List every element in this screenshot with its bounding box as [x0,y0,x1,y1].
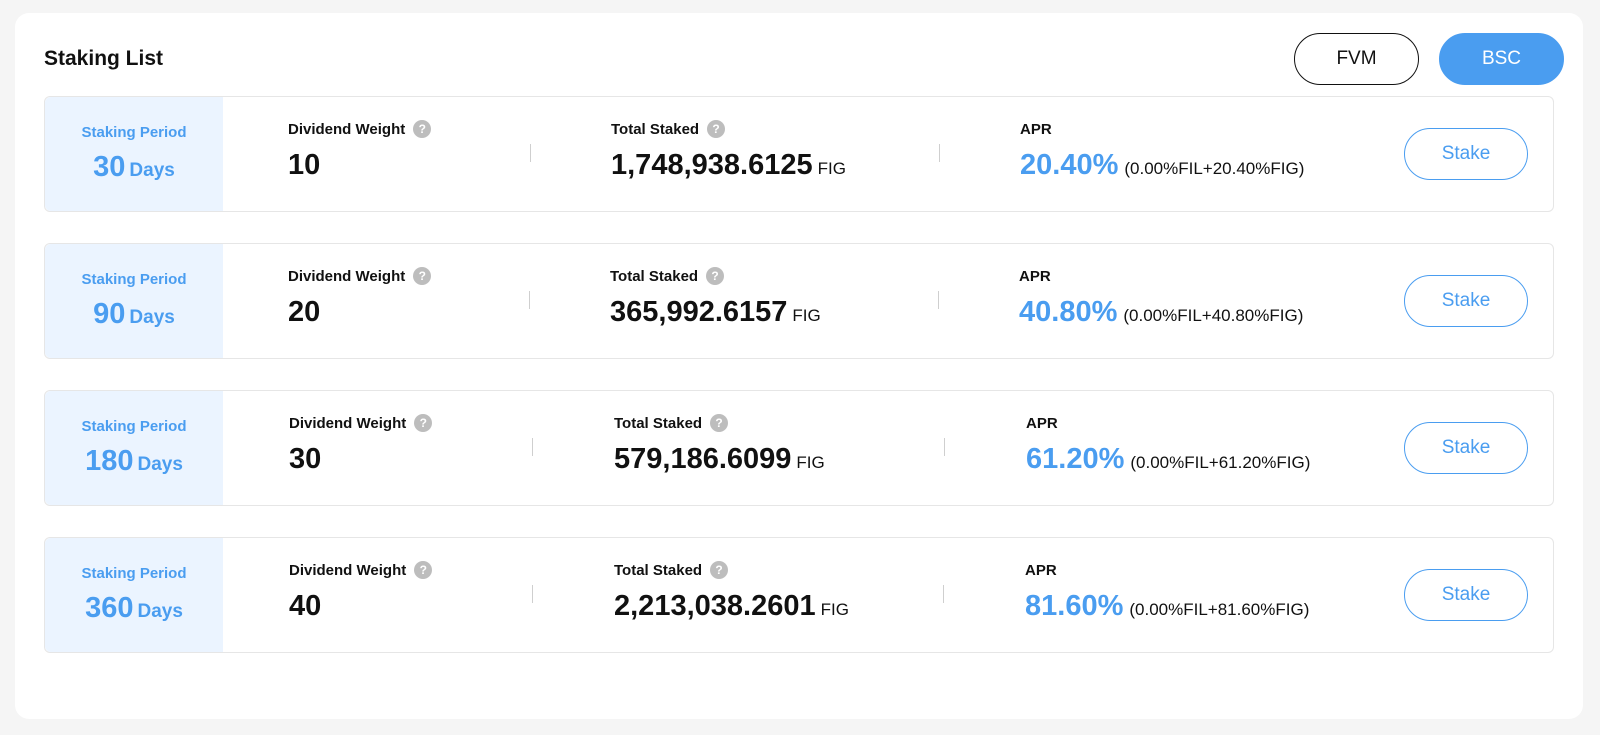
column-divider [529,291,530,309]
staking-row: Staking Period 360 Days Dividend Weight? … [44,537,1554,653]
apr-value: 81.60% [1025,590,1124,622]
staking-period-label: Staking Period [81,565,187,582]
total-staked-value: 365,992.6157 [610,296,788,328]
staking-row: Staking Period 90 Days Dividend Weight? 2… [44,243,1554,359]
apr-detail: (0.00%FIL+20.40%FIG) [1124,159,1305,178]
staking-period-value: 180 Days [45,445,223,478]
total-staked-label: Total Staked [610,267,699,285]
days-unit: Days [137,601,183,622]
staking-card: Staking List FVM BSC Staking Period 30 Da… [15,13,1583,719]
total-staked-value: 1,748,938.6125 [611,149,813,181]
dividend-weight-column: Dividend Weight? 40 [289,560,433,623]
token-unit: FIG [820,600,849,619]
apr-label: APR [1026,414,1058,432]
staking-list: Staking Period 30 Days Dividend Weight? 1… [44,96,1554,684]
apr-label: APR [1020,120,1052,138]
staking-period-days: 90 [93,298,126,330]
network-bsc-button[interactable]: BSC [1439,33,1564,85]
apr-column: APR 61.20% (0.00%FIL+61.20%FIG) [1026,413,1310,476]
days-unit: Days [129,307,175,328]
staking-period-cell: Staking Period 30 Days [45,97,223,211]
staking-period-days: 180 [85,445,134,477]
apr-detail: (0.00%FIL+40.80%FIG) [1123,306,1304,325]
total-staked-column: Total Staked? 579,186.6099 FIG [614,413,825,476]
dividend-weight-label: Dividend Weight [288,120,406,138]
staking-period-days: 360 [85,592,134,624]
apr-value: 40.80% [1019,296,1118,328]
total-staked-value: 579,186.6099 [614,443,792,475]
help-icon[interactable]: ? [413,120,432,138]
help-icon[interactable]: ? [710,561,729,579]
apr-column: APR 40.80% (0.00%FIL+40.80%FIG) [1019,266,1303,329]
staking-period-value: 360 Days [45,592,223,625]
token-unit: FIG [796,453,825,472]
dividend-weight-label: Dividend Weight [289,414,407,432]
staking-period-value: 30 Days [45,151,223,184]
column-divider [938,291,939,309]
apr-column: APR 20.40% (0.00%FIL+20.40%FIG) [1020,119,1304,182]
help-icon[interactable]: ? [707,120,726,138]
column-divider [943,585,944,603]
column-divider [532,585,533,603]
network-fvm-button[interactable]: FVM [1294,33,1419,85]
token-unit: FIG [817,159,846,178]
apr-label: APR [1025,561,1057,579]
dividend-weight-label: Dividend Weight [288,267,406,285]
dividend-weight-label: Dividend Weight [289,561,407,579]
token-unit: FIG [792,306,821,325]
column-divider [532,438,533,456]
apr-detail: (0.00%FIL+61.20%FIG) [1130,453,1311,472]
total-staked-value: 2,213,038.2601 [614,590,816,622]
days-unit: Days [129,160,175,181]
help-icon[interactable]: ? [413,267,432,285]
apr-value: 61.20% [1026,443,1125,475]
help-icon[interactable]: ? [710,414,729,432]
column-divider [530,144,531,162]
dividend-weight-value: 40 [289,590,322,622]
column-divider [944,438,945,456]
staking-period-value: 90 Days [45,298,223,331]
stake-button[interactable]: Stake [1404,422,1528,474]
staking-header: Staking List FVM BSC [44,33,1564,85]
stake-button[interactable]: Stake [1404,275,1528,327]
stake-button[interactable]: Stake [1404,569,1528,621]
staking-row: Staking Period 30 Days Dividend Weight? 1… [44,96,1554,212]
staking-period-cell: Staking Period 90 Days [45,244,223,358]
dividend-weight-value: 30 [289,443,322,475]
total-staked-column: Total Staked? 2,213,038.2601 FIG [614,560,849,623]
apr-column: APR 81.60% (0.00%FIL+81.60%FIG) [1025,560,1309,623]
dividend-weight-value: 10 [288,149,321,181]
dividend-weight-column: Dividend Weight? 20 [288,266,432,329]
total-staked-label: Total Staked [614,414,703,432]
help-icon[interactable]: ? [414,561,433,579]
total-staked-label: Total Staked [611,120,700,138]
total-staked-label: Total Staked [614,561,703,579]
help-icon[interactable]: ? [706,267,725,285]
page-title: Staking List [44,47,164,70]
apr-label: APR [1019,267,1051,285]
apr-detail: (0.00%FIL+81.60%FIG) [1129,600,1310,619]
column-divider [939,144,940,162]
staking-period-cell: Staking Period 360 Days [45,538,223,652]
staking-period-label: Staking Period [81,418,187,435]
total-staked-column: Total Staked? 365,992.6157 FIG [610,266,821,329]
total-staked-column: Total Staked? 1,748,938.6125 FIG [611,119,846,182]
staking-period-label: Staking Period [81,124,187,141]
dividend-weight-column: Dividend Weight? 10 [288,119,432,182]
help-icon[interactable]: ? [414,414,433,432]
apr-value: 20.40% [1020,149,1119,181]
dividend-weight-column: Dividend Weight? 30 [289,413,433,476]
staking-period-label: Staking Period [81,271,187,288]
staking-period-days: 30 [93,151,126,183]
stake-button[interactable]: Stake [1404,128,1528,180]
staking-period-cell: Staking Period 180 Days [45,391,223,505]
days-unit: Days [137,454,183,475]
staking-row: Staking Period 180 Days Dividend Weight? … [44,390,1554,506]
dividend-weight-value: 20 [288,296,321,328]
